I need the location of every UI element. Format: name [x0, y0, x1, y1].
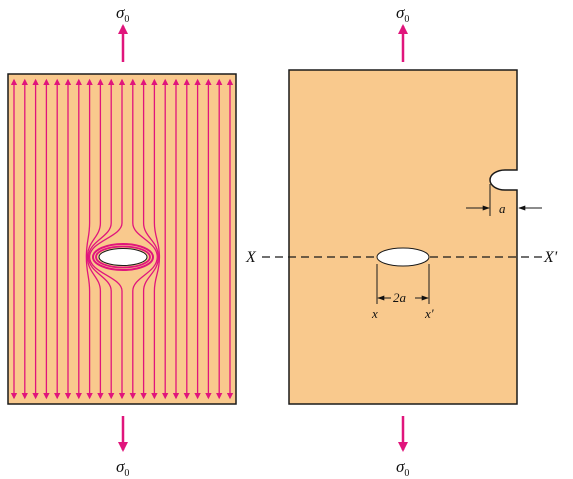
right-top-stress-label: σ0 [396, 3, 409, 25]
left-elliptical-hole [98, 248, 148, 266]
crack-depth-label: a [499, 201, 506, 216]
right-plate-panel: σ0 X X' 2a x x' a σ0 [245, 3, 558, 479]
stress-concentration-ring-outer [92, 243, 154, 271]
left-top-stress-label: σ0 [116, 3, 129, 25]
left-bottom-stress-label: σ0 [116, 457, 129, 479]
stress-trajectory-lines [10, 78, 234, 400]
hole-width-label: 2a [393, 290, 407, 305]
stress-line [86, 78, 104, 400]
stress-line [88, 78, 126, 400]
stress-line [140, 78, 160, 400]
left-plate-panel: σ0 σ0 [7, 3, 237, 479]
hole-point-x-prime: x' [424, 306, 434, 321]
stress-concentration-ring-inner [95, 245, 151, 269]
right-bottom-stress-label: σ0 [396, 457, 409, 479]
section-label-x: X [245, 249, 257, 266]
right-elliptical-hole [376, 247, 430, 267]
stress-line [151, 78, 161, 400]
stress-line [87, 78, 115, 400]
section-label-x-prime: X' [543, 249, 558, 266]
right-plate [288, 69, 518, 405]
stress-line [85, 78, 93, 400]
hole-point-x: x [371, 306, 378, 321]
